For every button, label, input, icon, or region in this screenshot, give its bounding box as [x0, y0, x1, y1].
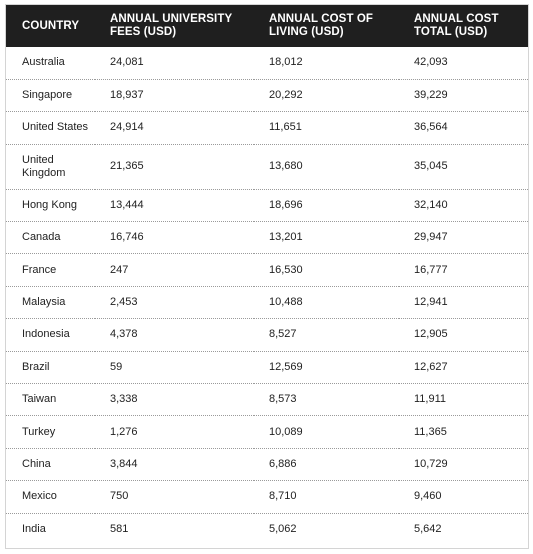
cell-university-fees: 16,746	[110, 231, 144, 244]
cell-cost-total: 12,905	[414, 328, 448, 341]
cell-university-fees: 3,338	[110, 393, 138, 406]
table-row: United Kingdom 21,365 13,680 35,045	[6, 144, 528, 190]
cell-cost-of-living: 8,573	[269, 393, 297, 406]
header-cost-of-living: ANNUAL COST OF LIVING (USD)	[269, 13, 374, 38]
cell-university-fees: 21,365	[110, 160, 144, 173]
cell-university-fees: 3,844	[110, 457, 138, 470]
cell-cost-total: 32,140	[414, 198, 448, 211]
cell-country: Brazil	[22, 360, 50, 373]
cost-table-frame: COUNTRY ANNUAL UNIVERSITY FEES (USD) ANN…	[5, 4, 529, 549]
header-cost-total: ANNUAL COST TOTAL (USD)	[414, 13, 499, 38]
table-body: Australia 24,081 18,012 42,093 Singapore 18,9…	[6, 47, 528, 545]
cell-country: Australia	[22, 56, 65, 69]
cell-country: Hong Kong	[22, 198, 78, 211]
cell-cost-total: 35,045	[414, 160, 448, 173]
cell-university-fees: 247	[110, 263, 129, 276]
table-row: Mexico 750 8,710 9,460	[6, 481, 528, 514]
table-row: Indonesia 4,378 8,527 12,905	[6, 319, 528, 352]
cell-country: Turkey	[22, 425, 56, 438]
cell-cost-of-living: 18,696	[269, 198, 303, 211]
table-row: France 247 16,530 16,777	[6, 254, 528, 287]
header-university-fees: ANNUAL UNIVERSITY FEES (USD)	[110, 13, 233, 38]
cell-country: United Kingdom	[22, 153, 66, 179]
cell-country: China	[22, 457, 51, 470]
cell-cost-total: 12,941	[414, 296, 448, 309]
table-row: China 3,844 6,886 10,729	[6, 448, 528, 481]
cell-cost-of-living: 20,292	[269, 89, 303, 102]
table-row: Taiwan 3,338 8,573 11,911	[6, 384, 528, 416]
table-header: COUNTRY ANNUAL UNIVERSITY FEES (USD) ANN…	[6, 5, 528, 47]
cell-country: Taiwan	[22, 393, 57, 406]
cell-university-fees: 13,444	[110, 198, 144, 211]
cell-country: Canada	[22, 231, 61, 244]
table-row: Turkey 1,276 10,089 11,365	[6, 416, 528, 449]
cell-cost-total: 11,911	[414, 393, 447, 406]
cell-cost-total: 16,777	[414, 263, 448, 276]
cell-university-fees: 4,378	[110, 328, 138, 341]
table-row: Malaysia 2,453 10,488 12,941	[6, 286, 528, 319]
cell-cost-of-living: 8,710	[269, 490, 297, 503]
cell-country: France	[22, 263, 57, 276]
cell-cost-total: 36,564	[414, 121, 448, 134]
cell-country: India	[22, 523, 46, 536]
table-row: Singapore 18,937 20,292 39,229	[6, 79, 528, 112]
cell-cost-of-living: 8,527	[269, 328, 297, 341]
cell-cost-of-living: 10,488	[269, 296, 303, 309]
cell-cost-total: 39,229	[414, 89, 448, 102]
cell-university-fees: 59	[110, 360, 123, 373]
header-country: COUNTRY	[22, 19, 80, 32]
cell-cost-of-living: 12,569	[269, 360, 303, 373]
cell-university-fees: 2,453	[110, 296, 138, 309]
cell-university-fees: 750	[110, 490, 129, 503]
cell-cost-of-living: 18,012	[269, 56, 303, 69]
table-row: India 581 5,062 5,642	[6, 513, 528, 545]
cell-country: Mexico	[22, 490, 57, 503]
cell-cost-of-living: 5,062	[269, 523, 297, 536]
cell-cost-total: 9,460	[414, 490, 442, 503]
cell-country: Indonesia	[22, 328, 70, 341]
cell-cost-total: 42,093	[414, 56, 448, 69]
table-row: Australia 24,081 18,012 42,093	[6, 47, 528, 80]
cell-country: Malaysia	[22, 296, 66, 309]
table-row: Canada 16,746 13,201 29,947	[6, 222, 528, 254]
cell-university-fees: 18,937	[110, 89, 144, 102]
cell-cost-total: 12,627	[414, 360, 448, 373]
cell-cost-of-living: 11,651	[269, 121, 302, 134]
table-row: Hong Kong 13,444 18,696 32,140	[6, 189, 528, 222]
cost-comparison-table: COUNTRY ANNUAL UNIVERSITY FEES (USD) ANN…	[6, 5, 528, 545]
cell-cost-total: 5,642	[414, 523, 442, 536]
cell-cost-of-living: 13,680	[269, 160, 303, 173]
cell-university-fees: 1,276	[110, 425, 138, 438]
cell-university-fees: 24,081	[110, 56, 144, 69]
cell-cost-total: 10,729	[414, 457, 448, 470]
cell-cost-total: 11,365	[414, 425, 447, 438]
table-row: United States 24,914 11,651 36,564	[6, 112, 528, 145]
cell-cost-of-living: 13,201	[269, 231, 303, 244]
cell-cost-of-living: 16,530	[269, 263, 303, 276]
cell-country: United States	[22, 121, 89, 134]
cell-cost-of-living: 10,089	[269, 425, 303, 438]
table-row: Brazil 59 12,569 12,627	[6, 351, 528, 384]
cell-country: Singapore	[22, 89, 73, 102]
cell-cost-total: 29,947	[414, 231, 448, 244]
cell-cost-of-living: 6,886	[269, 457, 297, 470]
header-row: COUNTRY ANNUAL UNIVERSITY FEES (USD) ANN…	[6, 5, 528, 47]
cell-university-fees: 581	[110, 523, 129, 536]
cell-university-fees: 24,914	[110, 121, 144, 134]
